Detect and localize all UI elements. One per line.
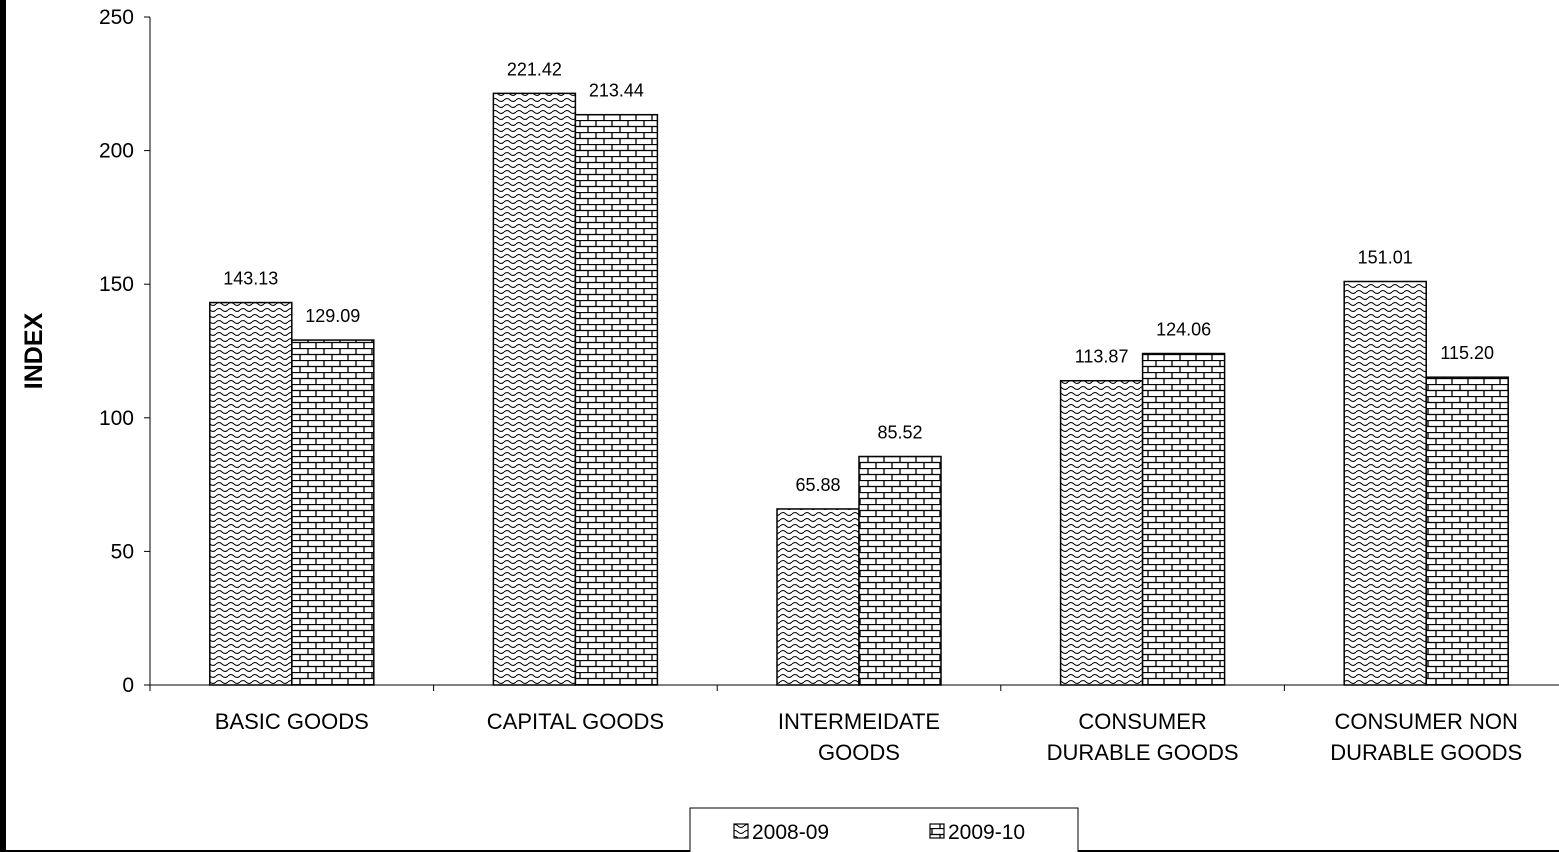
data-label-2009-10-1: 213.44 (589, 81, 644, 101)
bars (209, 92, 1509, 686)
bar-2009-10-0 (291, 339, 375, 686)
data-label-2008-09-0: 143.13 (223, 269, 278, 289)
bar-2008-09-1 (492, 92, 577, 686)
x-axis (149, 684, 1559, 691)
y-tick-label: 100 (99, 407, 134, 430)
bar-2009-10-1 (574, 113, 659, 686)
data-label-2008-09-4: 151.01 (1358, 248, 1413, 268)
category-label: CONSUMER (1078, 709, 1206, 734)
y-tick-label: 250 (99, 6, 134, 29)
data-label-2009-10-2: 85.52 (877, 422, 922, 442)
bar-2008-09-4 (1343, 280, 1427, 686)
y-axis: 0 50 100 150 200 250 (99, 6, 151, 697)
category-label: CONSUMER NON (1335, 709, 1518, 734)
bar-2008-09-2 (776, 508, 860, 686)
y-tick-label: 150 (99, 273, 134, 296)
data-label-2008-09-1: 221.42 (507, 59, 562, 79)
category-label: DURABLE GOODS (1330, 740, 1522, 765)
legend-box (689, 807, 1079, 852)
bar-2009-10-2 (858, 455, 942, 686)
bar-2008-09-3 (1059, 379, 1144, 686)
legend-label-2008-09: 2008-09 (752, 821, 829, 844)
bar-2009-10-4 (1425, 376, 1509, 686)
bar-2008-09-0 (209, 301, 293, 686)
bar-2009-10-3 (1141, 352, 1226, 686)
category-label: DURABLE GOODS (1047, 740, 1239, 765)
legend: 2008-09 2009-10 (689, 807, 1079, 852)
category-label: INTERMEIDATE (778, 709, 940, 734)
y-tick-label: 0 (122, 674, 134, 697)
data-label-2009-10-0: 129.09 (305, 306, 360, 326)
data-label-2008-09-2: 65.88 (795, 475, 840, 495)
category-labels: BASIC GOODS CAPITAL GOODS INTERMEIDATE GOOD… (215, 709, 1522, 765)
data-label-2009-10-4: 115.20 (1440, 343, 1494, 363)
data-label-2009-10-3: 124.06 (1156, 320, 1211, 340)
data-label-2008-09-3: 113.87 (1075, 347, 1129, 367)
category-label: BASIC GOODS (215, 709, 369, 734)
legend-swatch-2008-09 (733, 823, 749, 839)
legend-swatch-2009-10 (929, 823, 945, 839)
legend-label-2009-10: 2009-10 (948, 821, 1025, 844)
y-tick-label: 50 (111, 540, 134, 563)
y-axis-title: INDEX (20, 312, 48, 389)
category-label: CAPITAL GOODS (487, 709, 664, 734)
data-labels: 143.13 221.42 65.88 113.87 151.01 129.09 213.4… (223, 59, 1494, 495)
y-tick-label: 200 (99, 140, 134, 163)
category-label: GOODS (818, 740, 900, 765)
